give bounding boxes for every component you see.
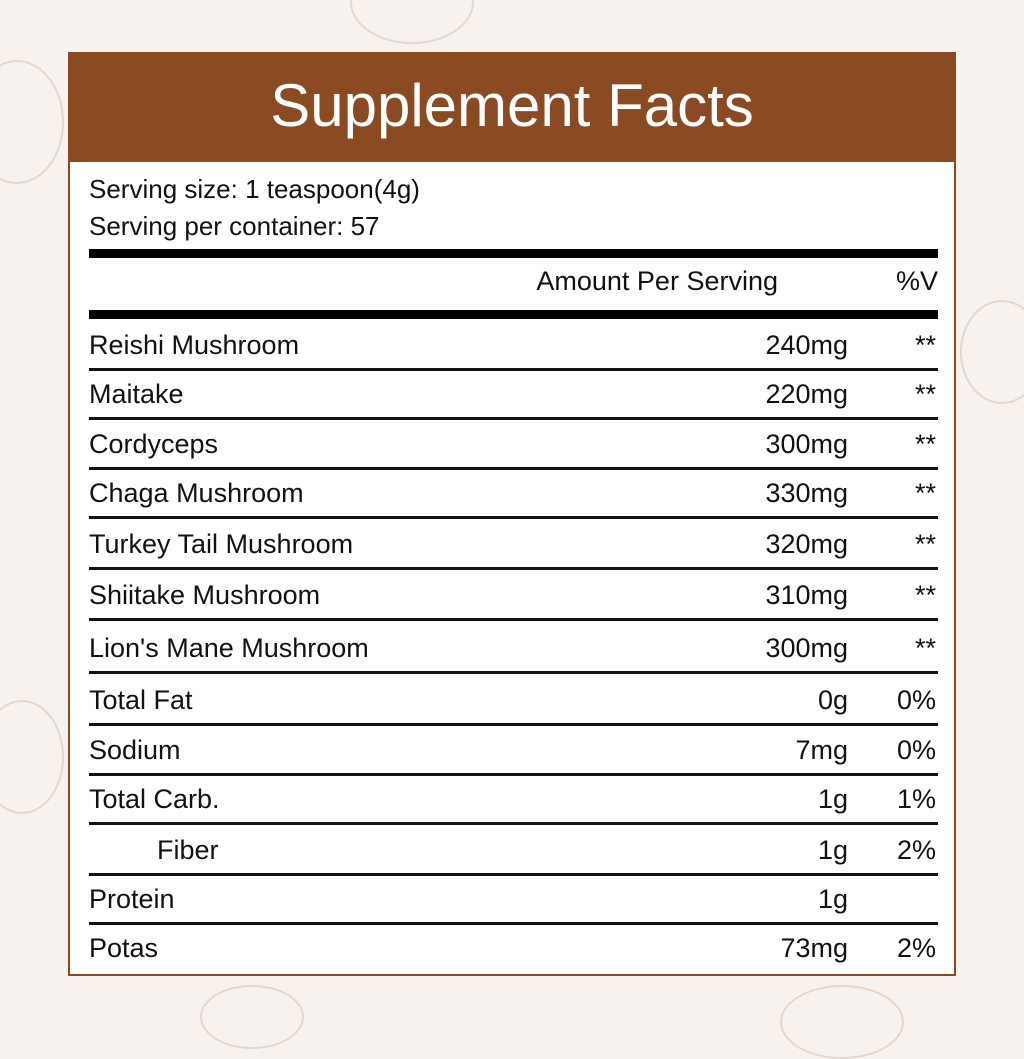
nutrient-amount: 7mg (795, 735, 848, 765)
nutrient-amount: 220mg (765, 379, 848, 409)
nutrient-dv: ** (914, 330, 936, 360)
table-row: Total Carb. 1g 1% (89, 773, 938, 825)
nutrient-name: Cordyceps (89, 429, 219, 459)
nutrient-dv: ** (914, 580, 936, 610)
nutrient-name: Potas (89, 933, 159, 963)
table-row: Sodium 7mg 0% (89, 724, 938, 776)
nutrient-dv: 0% (896, 685, 936, 715)
mushroom-sketch (780, 985, 904, 1059)
nutrient-name: Fiber (157, 835, 219, 865)
nutrient-name: Lion's Mane Mushroom (89, 633, 369, 663)
nutrient-name: Reishi Mushroom (89, 330, 300, 360)
table-row: Fiber 1g 2% (89, 824, 938, 876)
nutrient-name: Turkey Tail Mushroom (89, 529, 354, 559)
table-row: Protein 1g (89, 873, 938, 925)
nutrient-name: Maitake (89, 379, 184, 409)
table-row: Lion's Mane Mushroom 300mg ** (89, 622, 938, 674)
mushroom-sketch (0, 60, 64, 184)
nutrient-amount: 330mg (765, 478, 848, 508)
servings-per-container: Serving per container: 57 (89, 211, 380, 241)
nutrient-name: Chaga Mushroom (89, 478, 304, 508)
table-row: Potas 73mg 2% (89, 922, 938, 971)
nutrient-amount: 1g (817, 884, 848, 914)
table-row: Reishi Mushroom 240mg ** (89, 319, 938, 371)
nutrient-dv: ** (914, 529, 936, 559)
nutrient-amount: 300mg (765, 429, 848, 459)
table-row: Chaga Mushroom 330mg ** (89, 467, 938, 519)
dv-header: %V (895, 266, 938, 296)
nutrient-amount: 73mg (780, 933, 848, 963)
table-row: Total Fat 0g 0% (89, 674, 938, 726)
nutrient-amount: 320mg (765, 529, 848, 559)
nutrient-dv: ** (914, 633, 936, 663)
nutrient-dv: 1% (896, 784, 936, 814)
table-row: Maitake 220mg ** (89, 368, 938, 420)
page-title: Supplement Facts (70, 54, 954, 162)
nutrient-amount: 1g (817, 835, 848, 865)
nutrient-amount: 1g (817, 784, 848, 814)
mushroom-sketch (350, 0, 474, 44)
nutrient-amount: 310mg (765, 580, 848, 610)
amount-header: Amount Per Serving (536, 266, 778, 296)
nutrient-amount: 240mg (765, 330, 848, 360)
nutrient-name: Protein (89, 884, 175, 914)
nutrient-name: Total Fat (89, 685, 193, 715)
serving-size: Serving size: 1 teaspoon(4g) (89, 174, 420, 204)
nutrient-dv: ** (914, 429, 936, 459)
nutrient-name: Shiitake Mushroom (89, 580, 321, 610)
nutrient-dv: 2% (896, 835, 936, 865)
table-row: Shiitake Mushroom 310mg ** (89, 569, 938, 621)
table-row: Turkey Tail Mushroom 320mg ** (89, 518, 938, 570)
nutrient-dv: 0% (896, 735, 936, 765)
mushroom-sketch (0, 700, 64, 814)
nutrient-name: Total Carb. (89, 784, 220, 814)
nutrient-dv: 2% (896, 933, 936, 963)
nutrient-dv: ** (914, 379, 936, 409)
nutrient-name: Sodium (89, 735, 181, 765)
divider-thick (89, 310, 938, 319)
nutrient-dv: ** (914, 478, 936, 508)
supplement-facts-panel: Supplement Facts Serving size: 1 teaspoo… (68, 52, 956, 976)
table-row: Cordyceps 300mg ** (89, 418, 938, 470)
nutrient-amount: 300mg (765, 633, 848, 663)
mushroom-sketch (200, 985, 304, 1049)
divider-thick (89, 249, 938, 258)
nutrient-amount: 0g (817, 685, 848, 715)
mushroom-sketch (960, 300, 1024, 404)
